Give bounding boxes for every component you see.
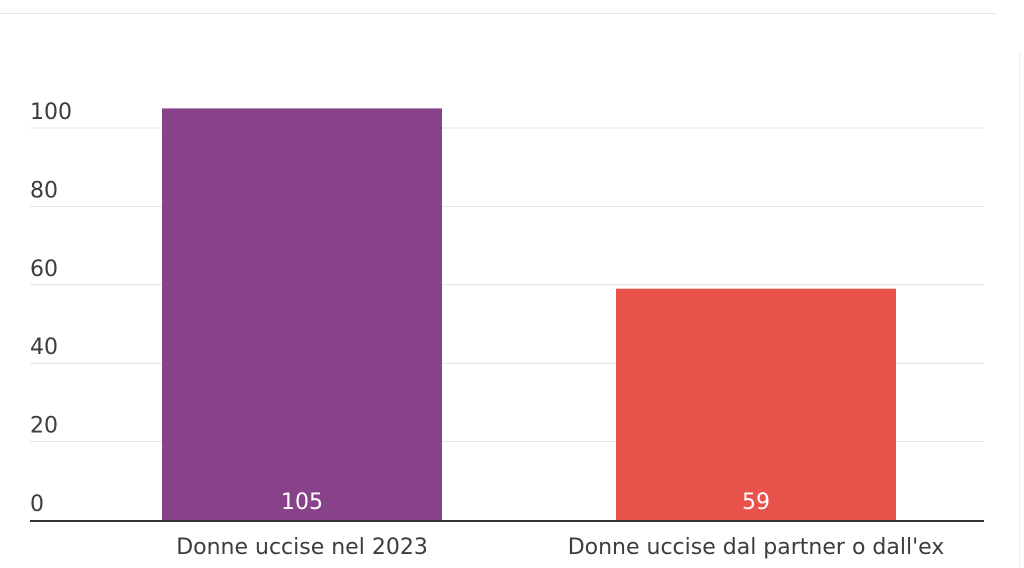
category-label: Donne uccise dal partner o dall'ex	[568, 535, 945, 560]
data-labels: 105 59	[281, 490, 770, 515]
y-axis-ticks: 0 20 40 60 80 100	[30, 100, 72, 517]
y-tick-label: 20	[30, 414, 58, 439]
y-tick-label: 80	[30, 178, 58, 203]
y-tick-label: 60	[30, 257, 58, 282]
y-tick-label: 100	[30, 100, 72, 125]
category-labels: Donne uccise nel 2023 Donne uccise dal pa…	[176, 535, 944, 560]
y-tick-label: 0	[30, 492, 44, 517]
bar	[162, 108, 442, 521]
y-tick-label: 40	[30, 335, 58, 360]
bar-value-label: 105	[281, 490, 323, 515]
right-edge-divider	[1019, 52, 1020, 568]
bar	[616, 288, 896, 520]
top-divider	[0, 13, 996, 14]
bar-value-label: 59	[742, 490, 770, 515]
category-label: Donne uccise nel 2023	[176, 535, 428, 560]
bars	[162, 108, 896, 521]
